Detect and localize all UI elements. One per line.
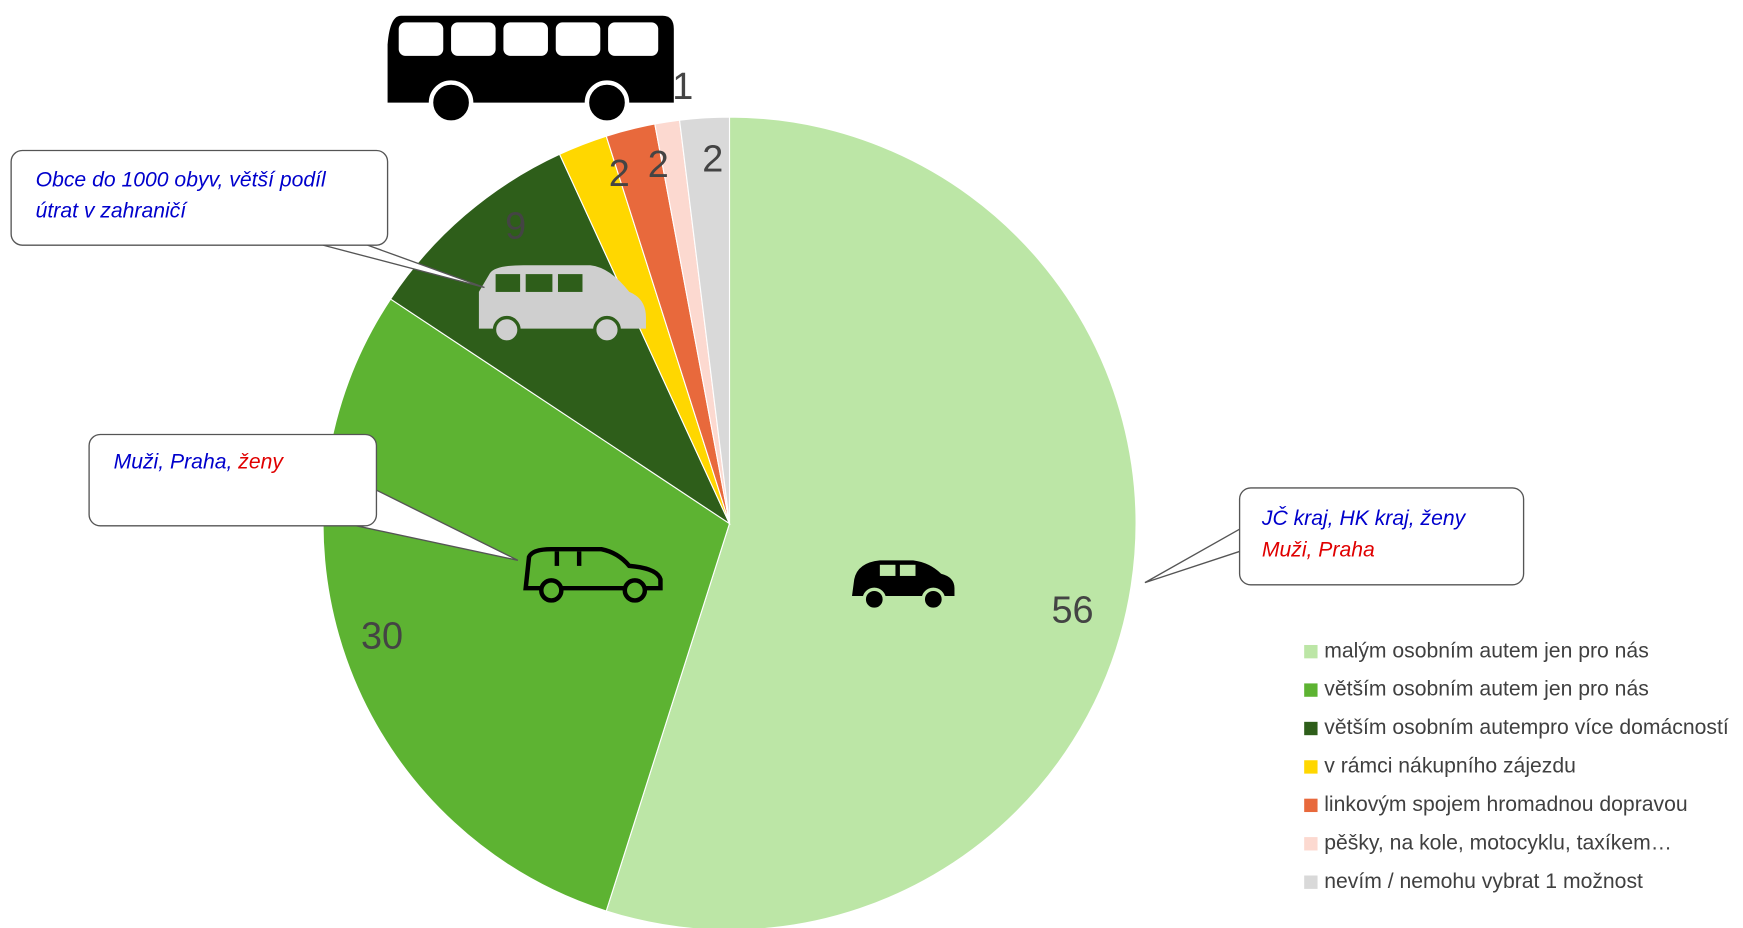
callout-text-part: Obce do 1000 obyv, větší podíl (36, 168, 327, 191)
callout-pointer (322, 244, 485, 289)
legend-label: větším osobním autem jen pro nás (1324, 678, 1649, 701)
data-label: 56 (1051, 590, 1093, 632)
legend-swatch (1304, 875, 1318, 889)
callout-box (88, 433, 378, 527)
car-icon (852, 560, 955, 612)
icons (478, 265, 955, 612)
data-label: 2 (702, 139, 723, 181)
bus-icon (387, 15, 674, 125)
callout: Muži, Praha, ženy (88, 433, 519, 561)
callout-text-part: útrat v zahraničí (36, 199, 189, 222)
legend-label: malým osobním autem jen pro nás (1324, 639, 1649, 662)
suv-icon (523, 546, 663, 603)
legend: malým osobním autem jen pro nás větším os… (1304, 639, 1729, 893)
legend-swatch (1304, 721, 1318, 736)
legend-swatch (1304, 683, 1318, 697)
legend-label: větším osobním autempro více domácností (1324, 716, 1729, 739)
data-label: 30 (361, 615, 403, 657)
van-icon (478, 265, 646, 344)
callout: Obce do 1000 obyv, větší podíl útrat v za… (10, 149, 485, 289)
callout: JČ kraj, HK kraj, ženy Muži, Praha (1144, 487, 1525, 586)
data-label: 1 (672, 66, 693, 108)
callout-text-part: ženy (237, 450, 284, 473)
slice (605, 116, 1137, 928)
slice (389, 153, 731, 526)
callout-box (1238, 487, 1525, 586)
legend-swatch (1304, 837, 1318, 851)
callouts: Obce do 1000 obyv, větší podíl útrat v za… (10, 149, 1525, 586)
callout-text-part: Muži, Praha, (114, 450, 239, 473)
callout-box (10, 149, 389, 246)
legend-label: pěšky, na kole, motocyklu, taxíkem… (1324, 831, 1672, 854)
legend-swatch (1304, 760, 1318, 774)
callout-text: Muži, Praha (1262, 538, 1375, 561)
data-label: 9 (505, 205, 526, 247)
callout-text: JČ kraj, HK kraj, ženy (1261, 505, 1467, 530)
callout-text-part: JČ kraj, HK kraj, ženy (1261, 505, 1467, 530)
callout-text: Obce do 1000 obyv, větší podíl (36, 168, 327, 191)
legend-label: linkovým spojem hromadnou dopravou (1324, 793, 1687, 816)
data-label: 2 (609, 153, 630, 195)
legend-swatch (1304, 644, 1318, 659)
legend-label: nevím / nemohu vybrat 1 možnost (1324, 870, 1643, 893)
pie (322, 116, 1137, 928)
slice (322, 298, 731, 912)
legend-swatch (1304, 798, 1318, 813)
callout-text: Muži, Praha, ženy (114, 450, 285, 473)
slice (678, 116, 731, 524)
callout-pointer (356, 489, 519, 561)
callout-text-part: Muži, Praha (1262, 538, 1375, 561)
callout-pointer (1144, 528, 1240, 584)
legend-label: v rámci nákupního zájezdu (1324, 755, 1576, 778)
callout-text: útrat v zahraničí (36, 199, 189, 222)
data-label: 2 (648, 144, 669, 186)
